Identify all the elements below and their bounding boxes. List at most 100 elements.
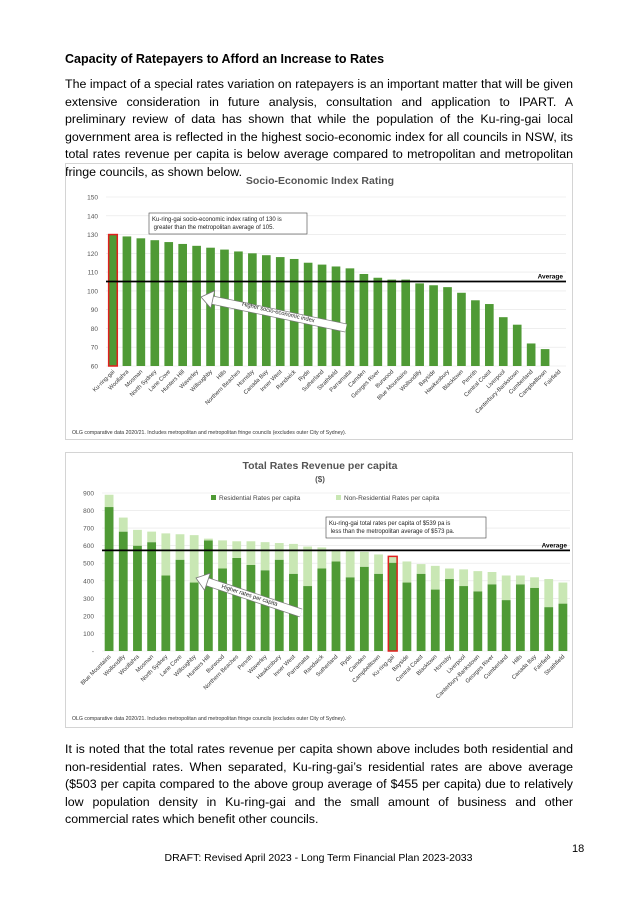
bar bbox=[178, 243, 187, 366]
intro: The impact of a special rates variation … bbox=[65, 77, 573, 179]
average-label: Average bbox=[542, 542, 568, 549]
bar-segment bbox=[515, 584, 525, 651]
bar-segment bbox=[303, 586, 313, 651]
bar bbox=[164, 242, 174, 366]
highlight-outline bbox=[387, 555, 398, 652]
y-tick-label: 80 bbox=[91, 326, 99, 333]
bar-segment bbox=[388, 556, 398, 563]
bar bbox=[345, 268, 355, 366]
bar-segment bbox=[445, 579, 454, 651]
bar-segment bbox=[359, 566, 369, 651]
bar bbox=[429, 285, 438, 366]
bar bbox=[317, 264, 327, 366]
bar-segment bbox=[459, 569, 469, 587]
bar-segment bbox=[345, 577, 355, 651]
chart: Socio-Economic Index Rating 60 70 80 90 100 11… bbox=[65, 163, 573, 440]
bar bbox=[526, 343, 536, 366]
bar-segment bbox=[515, 575, 525, 585]
bar-segment bbox=[359, 551, 369, 567]
bar-segment bbox=[260, 542, 270, 571]
bar-segment bbox=[459, 586, 469, 651]
chart-title: Socio-Economic Index Rating bbox=[246, 175, 394, 187]
bar bbox=[498, 317, 508, 366]
bar-segment bbox=[374, 573, 383, 651]
bar bbox=[457, 292, 466, 366]
bar-segment bbox=[189, 582, 199, 651]
y-tick-label: 600 bbox=[83, 543, 94, 550]
bar-segment bbox=[118, 517, 128, 532]
bar-segment bbox=[303, 546, 313, 587]
bar-segment bbox=[345, 550, 355, 578]
arrow-head bbox=[200, 290, 216, 310]
bar bbox=[540, 349, 550, 366]
bar bbox=[289, 258, 299, 366]
bar bbox=[471, 300, 480, 366]
y-tick-label: 100 bbox=[87, 288, 98, 295]
bar-segment bbox=[487, 572, 497, 585]
bar-segment bbox=[161, 575, 171, 651]
bar bbox=[359, 273, 369, 366]
bar bbox=[387, 279, 397, 366]
bar-segment bbox=[289, 543, 298, 574]
bar-segment bbox=[175, 534, 185, 560]
legend-label: Non-Residential Rates per capita bbox=[344, 495, 440, 502]
bar-segment bbox=[331, 561, 341, 651]
bar-segment bbox=[274, 543, 284, 560]
bar bbox=[108, 234, 118, 366]
bar bbox=[303, 262, 313, 366]
y-tick-label: 800 bbox=[83, 508, 94, 515]
arrow-head bbox=[195, 572, 211, 592]
bar-segment bbox=[118, 531, 128, 651]
bar bbox=[192, 245, 201, 366]
arrow-body bbox=[206, 295, 347, 332]
legend-swatch bbox=[211, 495, 216, 500]
bar-segment bbox=[501, 575, 511, 601]
legend-swatch bbox=[336, 495, 341, 500]
y-tick-label: 140 bbox=[87, 213, 98, 220]
bar-segment bbox=[374, 554, 383, 574]
bar-segment bbox=[430, 565, 440, 590]
bar-segment bbox=[501, 600, 511, 651]
bar-segment bbox=[473, 591, 483, 651]
average-label: Average bbox=[538, 274, 564, 281]
bar-segment bbox=[246, 541, 256, 565]
bar-segment bbox=[104, 494, 114, 508]
bar bbox=[512, 324, 522, 366]
bar-segment bbox=[133, 529, 142, 546]
bar-segment bbox=[189, 535, 199, 583]
bar-segment bbox=[558, 582, 568, 604]
bar-segment bbox=[558, 603, 568, 651]
bar-segment bbox=[317, 547, 327, 569]
bar-segment bbox=[147, 542, 157, 651]
bar-segment bbox=[218, 568, 227, 651]
chart-subtitle: ($) bbox=[315, 475, 325, 484]
bar-segment bbox=[416, 573, 426, 651]
bar-segment bbox=[232, 557, 242, 651]
bar-segment bbox=[161, 533, 171, 576]
bar bbox=[373, 277, 383, 366]
annotation-box bbox=[325, 516, 487, 539]
closing: It is noted that the total rates revenue… bbox=[65, 742, 573, 827]
bar bbox=[122, 236, 132, 366]
bar-segment bbox=[203, 540, 213, 651]
bar-segment bbox=[402, 582, 412, 651]
y-tick-label: 700 bbox=[83, 526, 94, 533]
bar-segment bbox=[402, 561, 412, 583]
page-number: 18 bbox=[572, 843, 585, 855]
bar-segment bbox=[473, 571, 483, 592]
y-tick-label: 110 bbox=[88, 270, 99, 277]
y-tick-label: 90 bbox=[91, 307, 99, 314]
bar bbox=[136, 238, 146, 366]
bar bbox=[220, 249, 229, 366]
bar bbox=[150, 240, 160, 366]
y-tick-label: - bbox=[92, 649, 94, 656]
bar bbox=[485, 304, 494, 366]
y-tick-label: 300 bbox=[83, 596, 94, 603]
y-tick-label: 150 bbox=[87, 195, 98, 202]
arrow-body bbox=[200, 576, 303, 617]
bar-segment bbox=[246, 564, 256, 651]
bar bbox=[331, 266, 341, 366]
highlight-outline bbox=[107, 233, 119, 367]
y-tick-label: 130 bbox=[87, 232, 98, 239]
